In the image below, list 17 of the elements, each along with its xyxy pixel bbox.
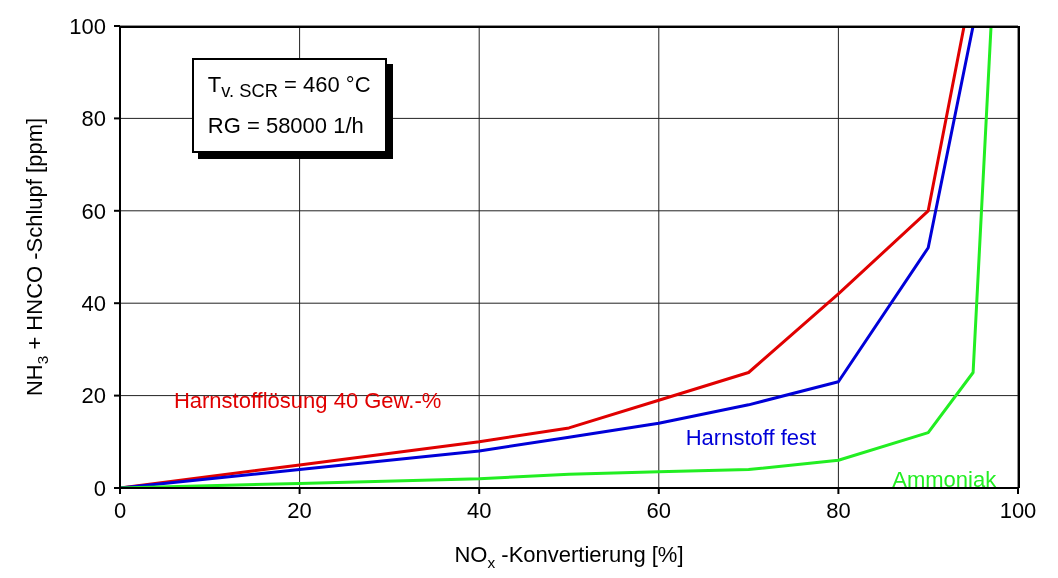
x-tick-label: 40 xyxy=(466,497,492,523)
x-tick-label: 0 xyxy=(113,497,127,523)
x-tick-label: 100 xyxy=(999,497,1037,523)
x-tick-label: 80 xyxy=(826,497,851,523)
x-tick-label: 20 xyxy=(287,497,312,523)
annotation: T$_{v. SCR}$ = 460 °C xyxy=(207,71,371,104)
y-tick-label: 20 xyxy=(81,383,106,409)
x-tick-label: 60 xyxy=(646,497,672,523)
y-tick-label: 60 xyxy=(81,198,106,224)
series-label: Harnstoff fest xyxy=(685,425,817,452)
series-label: Ammoniak xyxy=(892,466,997,493)
y-tick-label: 0 xyxy=(93,475,106,501)
y-tick-label: 80 xyxy=(81,106,106,132)
y-tick-label: 40 xyxy=(81,291,106,317)
annotation: RG = 58000 1/h xyxy=(207,111,365,140)
x-axis-title: NO$_{x}$-Konvertierung [%] xyxy=(454,542,684,571)
y-tick-label: 100 xyxy=(69,13,106,39)
